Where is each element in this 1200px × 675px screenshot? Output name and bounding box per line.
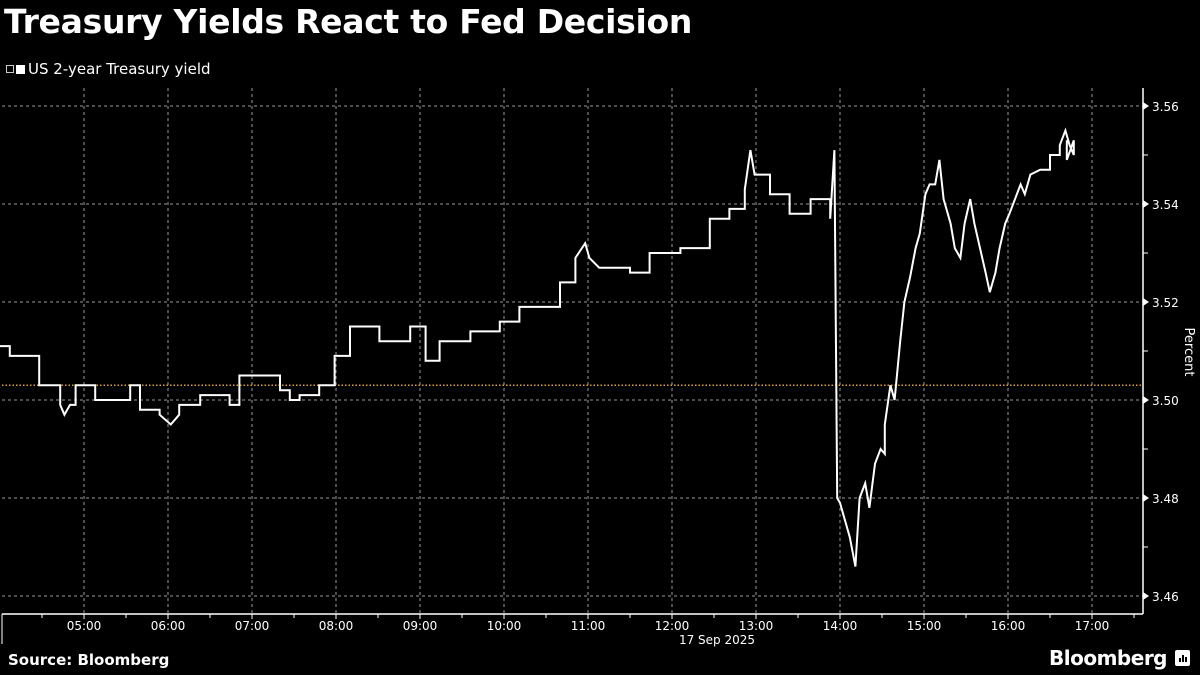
y-tick-marker-icon [1143, 396, 1149, 404]
legend: US 2-year Treasury yield [6, 60, 211, 78]
x-tick-label: 07:00 [235, 619, 270, 633]
series-line-us-2y-yield [0, 127, 1075, 567]
x-tick-label: 16:00 [991, 619, 1026, 633]
legend-label: US 2-year Treasury yield [28, 60, 211, 78]
x-tick-label: 08:00 [319, 619, 354, 633]
y-tick-label: 3.46 [1152, 590, 1179, 604]
y-tick-marker-icon [1143, 494, 1149, 502]
y-tick-label: 3.52 [1152, 296, 1179, 310]
y-tick-marker-icon [1143, 592, 1149, 600]
x-tick-label: 13:00 [739, 619, 774, 633]
x-tick-label: 15:00 [907, 619, 942, 633]
x-tick-label: 06:00 [151, 619, 186, 633]
brand-wordmark: Bloomberg [1049, 646, 1167, 670]
bloomberg-chart-icon [1175, 650, 1190, 666]
chart-title: Treasury Yields React to Fed Decision [4, 2, 693, 41]
x-tick-label: 10:00 [487, 619, 522, 633]
y-axis-title: Percent [1181, 328, 1196, 377]
y-tick-marker-icon [1143, 102, 1149, 110]
y-tick-marker-icon [1143, 200, 1149, 208]
y-tick-marker-icon [1143, 298, 1149, 306]
legend-toggle-icon[interactable] [6, 65, 14, 73]
y-tick-label: 3.56 [1152, 100, 1179, 114]
x-tick-label: 05:00 [67, 619, 102, 633]
x-tick-label: 09:00 [403, 619, 438, 633]
y-tick-label: 3.48 [1152, 492, 1179, 506]
x-date-label: 17 Sep 2025 [679, 633, 755, 647]
y-tick-label: 3.54 [1152, 198, 1179, 212]
x-tick-label: 11:00 [571, 619, 606, 633]
brand: Bloomberg [1049, 646, 1190, 670]
legend-swatch-icon [16, 64, 25, 74]
source-note: Source: Bloomberg [8, 651, 170, 669]
y-tick-label: 3.50 [1152, 394, 1179, 408]
x-tick-label: 17:00 [1075, 619, 1110, 633]
x-tick-label: 14:00 [823, 619, 858, 633]
x-tick-label: 12:00 [655, 619, 690, 633]
